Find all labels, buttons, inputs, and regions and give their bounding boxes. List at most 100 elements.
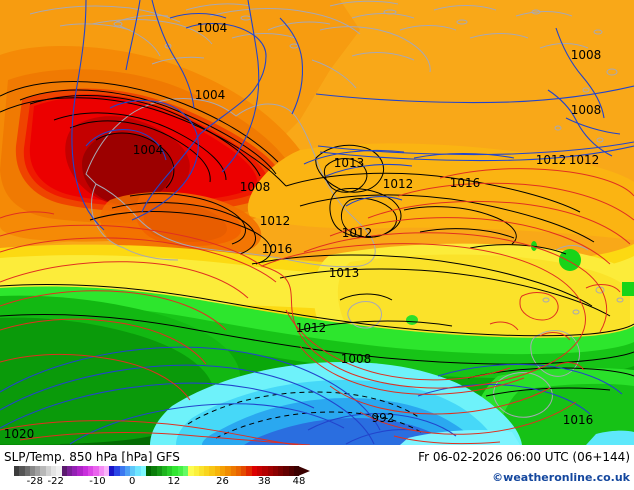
colorbar-swatch (278, 466, 284, 476)
colorbar-swatch (72, 466, 78, 476)
isobar-label: 1013 (329, 266, 360, 280)
isobar-label: 1012 (569, 153, 600, 167)
island-patch-green-3 (622, 282, 634, 296)
colorbar-tick-label: -28 (26, 476, 44, 487)
isobar-label: 992 (372, 411, 395, 425)
colorbar-swatch (119, 466, 125, 476)
colorbar-swatch (45, 466, 51, 476)
colorbar-swatch (251, 466, 257, 476)
colorbar-swatch (82, 466, 88, 476)
temp-band-green-wedge-2 (0, 317, 214, 445)
isobar-label: 1016 (262, 242, 293, 256)
colorbar-swatch (109, 466, 115, 476)
temperature-colorbar[interactable]: -28 -22 -10 0 12 26 38 48 (14, 466, 314, 490)
chart-title: SLP/Temp. 850 hPa [hPa] GFS (4, 450, 180, 464)
colorbar-swatch (146, 466, 152, 476)
isobar-label: 1004 (133, 143, 164, 157)
isobar-label: 1008 (571, 48, 602, 62)
isobar-label: 1012 (342, 226, 373, 240)
colorbar-swatch (29, 466, 36, 476)
colorbar-swatch (209, 466, 215, 476)
temperature-contour-layer (0, 81, 634, 439)
isobar-label: 1012 (536, 153, 567, 167)
colorbar-swatch (272, 466, 279, 476)
colorbar-swatch (188, 466, 194, 476)
colorbar-swatch (204, 466, 210, 476)
colorbar-swatch (61, 466, 67, 476)
colorbar-swatch (93, 466, 99, 476)
footer-bar: SLP/Temp. 850 hPa [hPa] GFS Fr 06-02-202… (0, 445, 634, 490)
colorbar-swatch (124, 466, 131, 476)
colorbar-swatch (293, 466, 300, 476)
temp-band-cyan-right (400, 430, 520, 445)
colorbar-swatch (98, 466, 104, 476)
colorbar-swatch (35, 466, 41, 476)
colorbar-swatch (172, 466, 178, 476)
colorbar-tick-label: 48 (292, 476, 306, 487)
colorbar-tick-label: 26 (216, 476, 229, 487)
colorbar-swatch (288, 466, 294, 476)
isobar-label: 1020 (4, 427, 35, 441)
isobar-label: 1012 (260, 214, 291, 228)
isobar-high-layer (0, 168, 634, 445)
colorbar-swatch (50, 466, 57, 476)
colorbar-swatch (177, 466, 183, 476)
isobar-low-layer (0, 0, 634, 445)
colorbar-swatches (14, 466, 300, 476)
coastline-layer (29, 0, 624, 418)
isobar-label: 1013 (334, 156, 365, 170)
colorbar-swatch (246, 466, 252, 476)
colorbar-swatch (198, 466, 205, 476)
colorbar-swatch (24, 466, 30, 476)
colorbar-tick-labels: -28 -22 -10 0 12 26 38 48 (14, 476, 314, 490)
colorbar-swatch (241, 466, 247, 476)
colorbar-swatch (283, 466, 289, 476)
colorbar-tick-label: 38 (257, 476, 271, 487)
colorbar-swatch (140, 466, 147, 476)
map-svg: 1004 1004 1004 1008 1008 1013 1012 1016 … (0, 0, 634, 445)
isobar-label: 1008 (571, 103, 602, 117)
colorbar-swatch (256, 466, 263, 476)
colorbar-swatch (262, 466, 268, 476)
temp-band-green-right-2 (496, 383, 634, 445)
island-patch-green-1 (559, 249, 581, 271)
isobar-label-layer: 1004 1004 1004 1008 1008 1013 1012 1016 … (4, 21, 602, 441)
temp-band-cyan-far-right (586, 430, 634, 445)
colorbar-swatch (267, 466, 273, 476)
colorbar-swatch (235, 466, 242, 476)
temp-band-orange-tongue (100, 191, 262, 260)
colorbar-swatch (167, 466, 173, 476)
colorbar-swatch (135, 466, 141, 476)
colorbar-swatch (103, 466, 110, 476)
colorbar-swatch (230, 466, 236, 476)
colorbar-swatch (130, 466, 136, 476)
isobar-label: 1016 (450, 176, 481, 190)
colorbar-swatch (77, 466, 83, 476)
isobar-label: 1008 (341, 352, 372, 366)
colorbar-tick-label: 0 (128, 476, 136, 487)
colorbar-swatch (56, 466, 62, 476)
colorbar-swatch (14, 466, 20, 476)
colorbar-tick-label: -10 (89, 476, 106, 487)
colorbar-swatch (183, 466, 189, 476)
colorbar-swatch (19, 466, 25, 476)
colorbar-tick-label: -22 (47, 476, 64, 487)
colorbar-arrow-icon (298, 466, 310, 476)
copyright-credit[interactable]: ©weatheronline.co.uk (492, 471, 630, 484)
isobar-label: 1008 (240, 180, 271, 194)
colorbar-swatch (66, 466, 73, 476)
colorbar-swatch (40, 466, 46, 476)
temp-band-darkred-2 (82, 132, 173, 205)
isobar-label: 1004 (197, 21, 228, 35)
island-patch-green-4 (406, 315, 418, 325)
colorbar-swatch (151, 466, 157, 476)
isobar-label: 1012 (383, 177, 414, 191)
valid-datetime: Fr 06-02-2026 06:00 UTC (06+144) (418, 450, 630, 464)
colorbar-swatch (156, 466, 162, 476)
isobar-label: 1016 (563, 413, 594, 427)
temp-band-blue-2 (244, 418, 446, 445)
map-canvas[interactable]: 1004 1004 1004 1008 1008 1013 1012 1016 … (0, 0, 634, 445)
isobar-label: 1012 (296, 321, 327, 335)
colorbar-swatch (87, 466, 94, 476)
